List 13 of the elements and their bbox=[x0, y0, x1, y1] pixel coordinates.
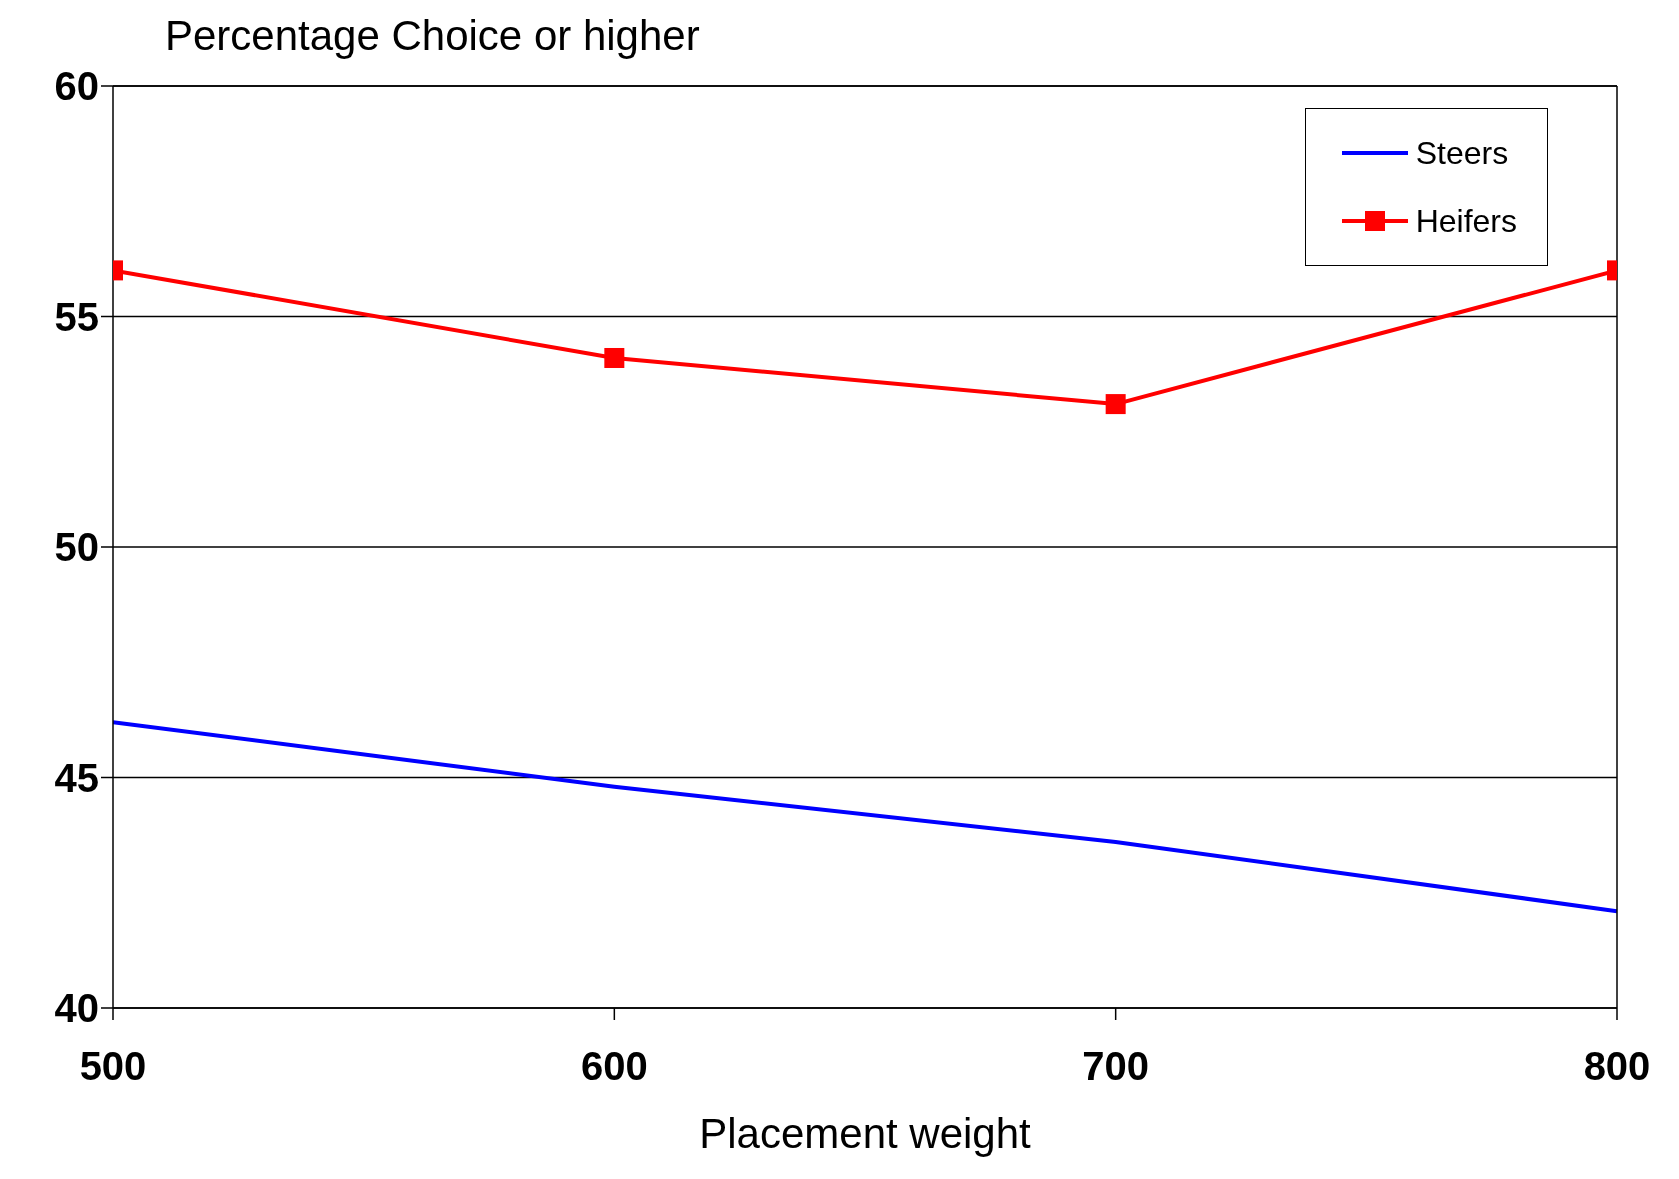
x-tick-label: 800 bbox=[1583, 1044, 1651, 1089]
legend-label: Heifers bbox=[1415, 202, 1517, 240]
x-axis-title: Placement weight bbox=[699, 1110, 1032, 1157]
x-tick-label: 700 bbox=[1082, 1044, 1150, 1089]
y-tick-label: 55 bbox=[54, 294, 99, 339]
y-tick-label: 60 bbox=[54, 64, 99, 109]
y-tick-label: 45 bbox=[54, 755, 99, 800]
y-tick-label: 50 bbox=[54, 525, 99, 570]
legend-label: Steers bbox=[1415, 134, 1509, 172]
x-tick-label: 500 bbox=[79, 1044, 147, 1089]
x-tick-label: 600 bbox=[580, 1044, 648, 1089]
chart-title: Percentage Choice or higher bbox=[165, 12, 700, 60]
y-tick-label: 40 bbox=[54, 986, 99, 1031]
